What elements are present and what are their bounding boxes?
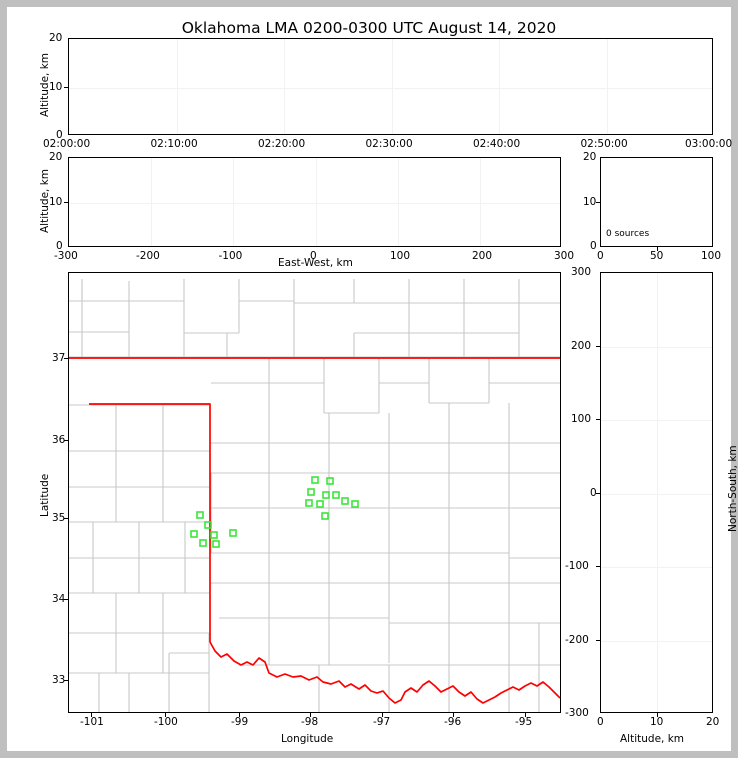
figure-title: Oklahoma LMA 0200-0300 UTC August 14, 20…: [181, 19, 557, 37]
time-height-xtick-2: 02:20:00: [258, 138, 306, 150]
east-west-xlabel: East-West, km: [278, 257, 353, 269]
east-west-ytick-20: 20: [49, 151, 63, 163]
map-xlabel: Longitude: [281, 733, 334, 745]
map-xtick-5: -96: [444, 716, 462, 728]
time-height-panel: [68, 38, 713, 135]
north-south-ytick-n200: -200: [565, 634, 589, 646]
north-south-ylabel: North-South, km: [727, 445, 738, 532]
map-geography: [69, 273, 560, 712]
east-west-xtick-1: -200: [136, 250, 160, 262]
figure-canvas: Oklahoma LMA 0200-0300 UTC August 14, 20…: [7, 7, 738, 751]
east-west-xtick-0: -300: [54, 250, 78, 262]
east-west-height-panel: [68, 157, 561, 247]
map-ytick-35: 35: [52, 512, 66, 524]
histogram-ytick-10: 10: [583, 196, 597, 208]
histogram-xtick-0: 0: [597, 250, 604, 262]
east-west-ytick-0: 0: [56, 240, 63, 252]
map-xtick-0: -101: [80, 716, 104, 728]
east-west-ylabel: Altitude, km: [39, 168, 51, 233]
east-west-xtick-6: 300: [554, 250, 575, 262]
time-height-ylabel: Altitude, km: [39, 52, 51, 117]
north-south-ytick-100: 100: [571, 413, 592, 425]
histogram-xtick-100: 100: [701, 250, 722, 262]
source-count-annotation: 0 sources: [606, 229, 650, 239]
time-height-xtick-6: 03:00:00: [685, 138, 733, 150]
time-height-xtick-0: 02:00:00: [43, 138, 91, 150]
east-west-xtick-5: 200: [472, 250, 493, 262]
histogram-xtick-50: 50: [650, 250, 664, 262]
map-xtick-3: -98: [301, 716, 319, 728]
north-south-xtick-10: 10: [650, 716, 664, 728]
north-south-height-panel: [600, 272, 713, 713]
map-ytick-37: 37: [52, 352, 66, 364]
map-ytick-33: 33: [52, 674, 66, 686]
source-markers: [190, 476, 359, 548]
time-height-xtick-5: 02:50:00: [580, 138, 628, 150]
histogram-ytick-0: 0: [590, 240, 597, 252]
time-height-xtick-4: 02:40:00: [473, 138, 521, 150]
east-west-xtick-3: 0: [310, 250, 317, 262]
east-west-xtick-2: -100: [218, 250, 243, 262]
time-height-ytick-20: 20: [49, 32, 63, 44]
north-south-xtick-0: 0: [597, 716, 604, 728]
source-histogram-panel: 0 sources: [600, 157, 713, 247]
east-west-ytick-10: 10: [49, 196, 63, 208]
map-ylabel: Latitude: [39, 473, 51, 517]
plan-view-map-panel[interactable]: [68, 272, 561, 713]
map-xtick-6: -95: [515, 716, 533, 728]
time-height-xtick-3: 02:30:00: [365, 138, 413, 150]
north-south-ytick-0: 0: [590, 487, 597, 499]
map-svg: [69, 279, 560, 712]
east-west-xtick-4: 100: [390, 250, 411, 262]
north-south-ytick-300: 300: [571, 266, 592, 278]
north-south-xtick-20: 20: [706, 716, 720, 728]
north-south-xlabel: Altitude, km: [620, 733, 685, 745]
time-height-xtick-1: 02:10:00: [150, 138, 198, 150]
time-height-ytick-0: 0: [56, 129, 63, 141]
north-south-ytick-n300: -300: [565, 707, 589, 719]
north-south-ytick-n100: -100: [565, 560, 589, 572]
map-ytick-34: 34: [52, 593, 66, 605]
histogram-ytick-20: 20: [583, 151, 597, 163]
map-xtick-4: -97: [373, 716, 391, 728]
map-xtick-2: -99: [231, 716, 249, 728]
time-height-ytick-10: 10: [49, 81, 63, 93]
north-south-ytick-200: 200: [571, 340, 592, 352]
map-ytick-36: 36: [52, 434, 66, 446]
map-xtick-1: -100: [154, 716, 178, 728]
